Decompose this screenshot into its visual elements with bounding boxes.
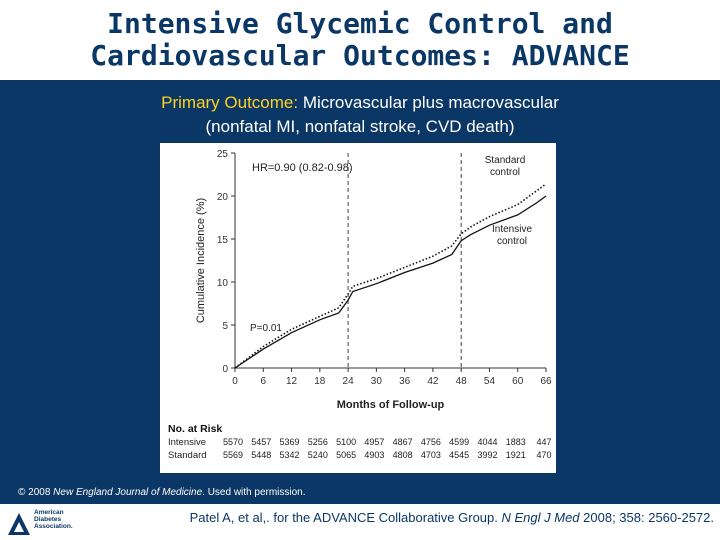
copyright-suffix: . Used with permission. <box>202 487 306 498</box>
at-risk-value: 5256 <box>308 437 328 447</box>
primary-outcome-subtitle-line-2: (nonfatal MI, nonfatal stroke, CVD death… <box>205 117 515 136</box>
x-tick-label: 0 <box>232 376 238 387</box>
copyright-note: © 2008 New England Journal of Medicine. … <box>18 487 306 498</box>
x-tick-label: 6 <box>260 376 266 387</box>
logo-line: Diabetes <box>34 516 62 523</box>
y-tick-label: 20 <box>217 192 229 203</box>
at-risk-value: 5569 <box>223 450 243 460</box>
at-risk-value: 3992 <box>477 450 497 460</box>
at-risk-value: 4808 <box>393 450 413 460</box>
at-risk-value: 5570 <box>223 437 243 447</box>
at-risk-value: 4957 <box>364 437 384 447</box>
series-label-intensive-line-2: control <box>497 236 527 247</box>
at-risk-value: 4599 <box>449 437 469 447</box>
slide-title-line-1: Intensive Glycemic Control and <box>107 7 613 40</box>
series-label-intensive-line-1: Intensive <box>492 224 532 235</box>
at-risk-row-label: Intensive <box>168 437 206 448</box>
x-tick-label: 36 <box>399 376 411 387</box>
at-risk-value: 470 <box>536 450 551 460</box>
at-risk-value: 447 <box>536 437 551 447</box>
x-axis-label: Months of Follow-up <box>337 399 445 411</box>
x-tick-label: 12 <box>286 376 298 387</box>
x-tick-label: 54 <box>484 376 496 387</box>
copyright-prefix: © 2008 <box>18 487 54 498</box>
y-tick-label: 0 <box>222 364 228 375</box>
p-value-annotation: P=0.01 <box>250 323 282 334</box>
ada-logo-icon <box>8 513 30 535</box>
at-risk-value: 5457 <box>251 437 271 447</box>
at-risk-value: 5065 <box>336 450 356 460</box>
at-risk-header: No. at Risk <box>168 423 222 435</box>
at-risk-value: 4903 <box>364 450 384 460</box>
ada-logo-text: American Diabetes Association. <box>34 509 73 530</box>
cumulative-incidence-chart: 0 5 10 15 20 25 0 6 12 18 24 30 36 42 48 54 60 66 Months o… <box>168 149 552 461</box>
citation-journal: N Engl J Med <box>501 510 580 525</box>
y-tick-label: 25 <box>217 149 229 160</box>
y-tick-label: 5 <box>222 321 228 332</box>
logo-line: American <box>34 509 64 516</box>
at-risk-value: 5100 <box>336 437 356 447</box>
series-label-standard-line-2: control <box>490 167 520 178</box>
primary-outcome-label: Primary Outcome: <box>161 93 299 112</box>
y-tick-label: 15 <box>217 235 229 246</box>
primary-outcome-text: Microvascular plus macrovascular <box>298 93 559 112</box>
at-risk-row-label: Standard <box>168 450 207 461</box>
citation-volume: 2008; 358: 2560-2572. <box>579 510 714 525</box>
logo-line: Association. <box>34 523 73 530</box>
at-risk-value: 1921 <box>506 450 526 460</box>
at-risk-value: 4756 <box>421 437 441 447</box>
x-tick-label: 24 <box>343 376 355 387</box>
at-risk-value: 4545 <box>449 450 469 460</box>
primary-outcome-subtitle: Primary Outcome: Microvascular plus macr… <box>0 92 720 114</box>
series-line-standard <box>234 183 547 369</box>
x-tick-label: 42 <box>427 376 439 387</box>
y-tick-label: 10 <box>217 278 229 289</box>
citation-authors: Patel A, et al,. for the ADVANCE Collabo… <box>189 510 502 525</box>
copyright-journal: New England Journal of Medicine <box>53 487 203 498</box>
slide-title-line-2: Cardiovascular Outcomes: ADVANCE <box>90 39 630 72</box>
x-tick-label: 48 <box>456 376 468 387</box>
kaplan-meier-figure: 0 5 10 15 20 25 0 6 12 18 24 30 36 42 48 54 60 66 Months o… <box>160 143 556 473</box>
hr-annotation: HR=0.90 (0.82-0.98) <box>252 162 353 174</box>
series-line-intensive <box>234 195 547 369</box>
at-risk-value: 5448 <box>251 450 271 460</box>
at-risk-value: 4703 <box>421 450 441 460</box>
x-tick-label: 66 <box>540 376 552 387</box>
x-tick-label: 18 <box>314 376 326 387</box>
at-risk-value: 5342 <box>280 450 300 460</box>
at-risk-value: 5240 <box>308 450 328 460</box>
series-label-standard-line-1: Standard <box>485 155 526 166</box>
y-axis-label: Cumulative Incidence (%) <box>195 198 207 323</box>
title-band: Intensive Glycemic Control and Cardiovas… <box>0 0 720 80</box>
footer-bar <box>0 504 720 540</box>
x-tick-label: 30 <box>371 376 383 387</box>
at-risk-value: 1883 <box>506 437 526 447</box>
at-risk-value: 4044 <box>477 437 497 447</box>
at-risk-value: 5369 <box>280 437 300 447</box>
x-tick-label: 60 <box>512 376 524 387</box>
citation: Patel A, et al,. for the ADVANCE Collabo… <box>190 510 714 525</box>
at-risk-value: 4867 <box>393 437 413 447</box>
